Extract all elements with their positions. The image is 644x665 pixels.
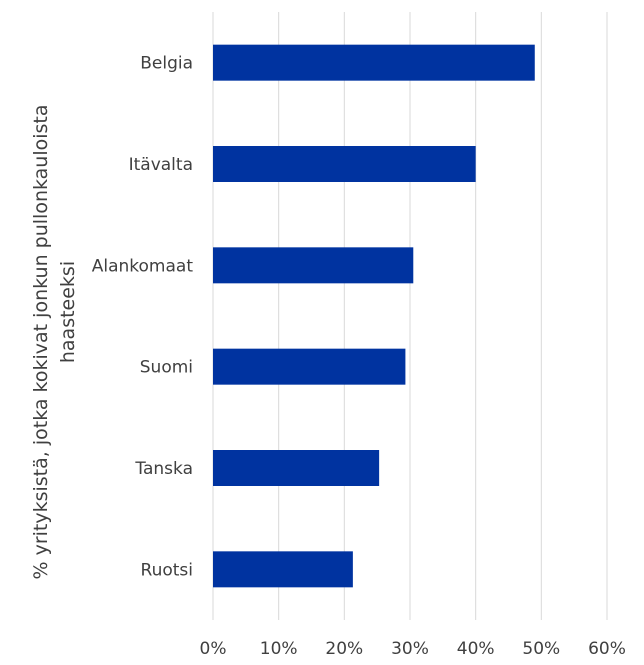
bar-belgia: [213, 44, 535, 81]
x-tick-label: 50%: [522, 639, 560, 659]
x-tick-label: 10%: [260, 639, 298, 659]
y-axis-title-line-2: haasteeksi: [57, 261, 79, 363]
bar-alankomaat: [213, 247, 414, 284]
category-label: Tanska: [134, 459, 193, 479]
bar-tanska: [213, 450, 380, 486]
category-labels: Belgia Itävalta Alankomaat Suomi Tanska Ruots…: [92, 54, 194, 581]
x-axis-tick-labels: 0% 10% 20% 30% 40% 50% 60%: [200, 639, 626, 659]
category-label: Ruotsi: [141, 560, 193, 580]
x-tick-label: 0%: [200, 639, 227, 659]
bar-itävalta: [213, 146, 476, 182]
bar-suomi: [213, 348, 406, 385]
x-tick-label: 20%: [325, 639, 363, 659]
x-tick-label: 30%: [391, 639, 429, 659]
category-label: Itävalta: [129, 155, 193, 175]
gridlines: [212, 12, 608, 620]
category-label: Alankomaat: [92, 256, 194, 276]
category-label: Suomi: [140, 358, 193, 378]
y-axis-title: % yrityksistä, jotka kokivat jonkun pull…: [30, 104, 79, 579]
y-axis-title-line-1: % yrityksistä, jotka kokivat jonkun pull…: [30, 104, 52, 579]
x-tick-label: 60%: [588, 639, 626, 659]
bars: [213, 44, 535, 588]
category-label: Belgia: [140, 54, 193, 74]
bar-ruotsi: [213, 551, 353, 588]
x-tick-label: 40%: [457, 639, 495, 659]
